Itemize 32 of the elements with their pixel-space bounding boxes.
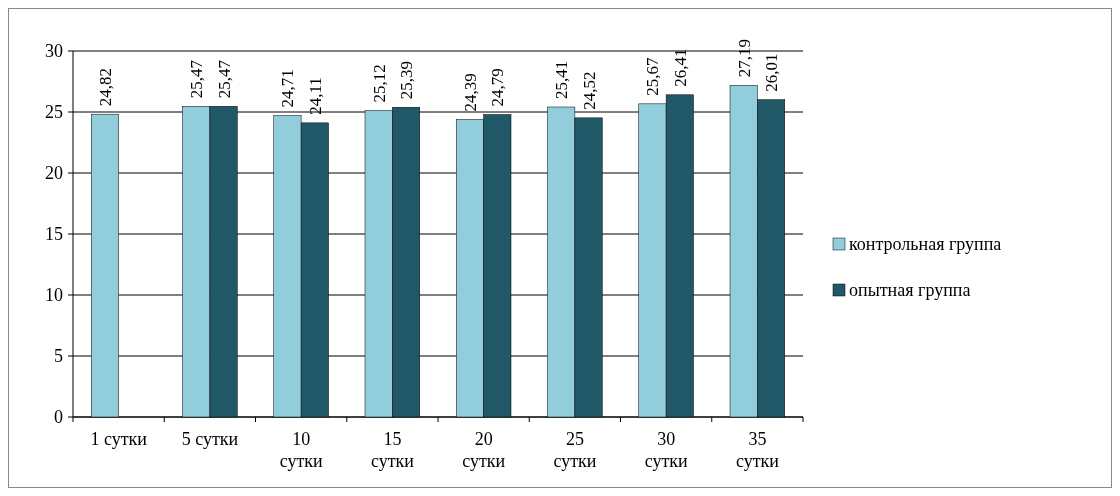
x-tick-label: 35 сутки [735, 429, 780, 471]
x-tick-label: 25 сутки [553, 429, 597, 471]
data-label: 27,19 [734, 39, 754, 78]
y-tick-label: 20 [45, 163, 63, 184]
y-tick-label: 10 [45, 285, 63, 306]
x-tick-label: 15 сутки [370, 429, 415, 471]
data-label: 25,41 [552, 60, 572, 99]
data-label: 24,79 [488, 68, 508, 107]
y-tick-label: 0 [54, 407, 63, 428]
data-label: 25,47 [187, 59, 207, 99]
legend-label: опытная группа [849, 280, 971, 301]
x-tick-label: 10 сутки [279, 429, 323, 471]
x-tick-label: 20 сутки [462, 429, 506, 471]
data-label: 24,82 [95, 67, 115, 107]
data-label: 24,39 [460, 73, 480, 112]
data-label: 25,47 [214, 59, 234, 99]
data-label: 26,01 [762, 53, 782, 92]
data-label: 26,41 [670, 48, 690, 87]
y-tick-label: 25 [45, 102, 63, 123]
data-label: 24,52 [579, 71, 599, 110]
data-label: 25,67 [643, 57, 663, 96]
y-tick-label: 15 [45, 224, 63, 245]
y-tick-label: 30 [45, 41, 63, 62]
legend-label: контрольная группа [849, 234, 1002, 255]
data-label: 25,39 [397, 60, 417, 100]
y-tick-label: 5 [54, 346, 63, 367]
x-tick-label: 5 сутки [181, 429, 239, 449]
x-tick-label: 1 сутки [90, 429, 148, 449]
x-tick-label: 30 сутки [644, 429, 688, 471]
data-label: 25,12 [369, 64, 389, 103]
data-label: 24,71 [278, 69, 298, 108]
data-label: 24,11 [305, 77, 325, 115]
